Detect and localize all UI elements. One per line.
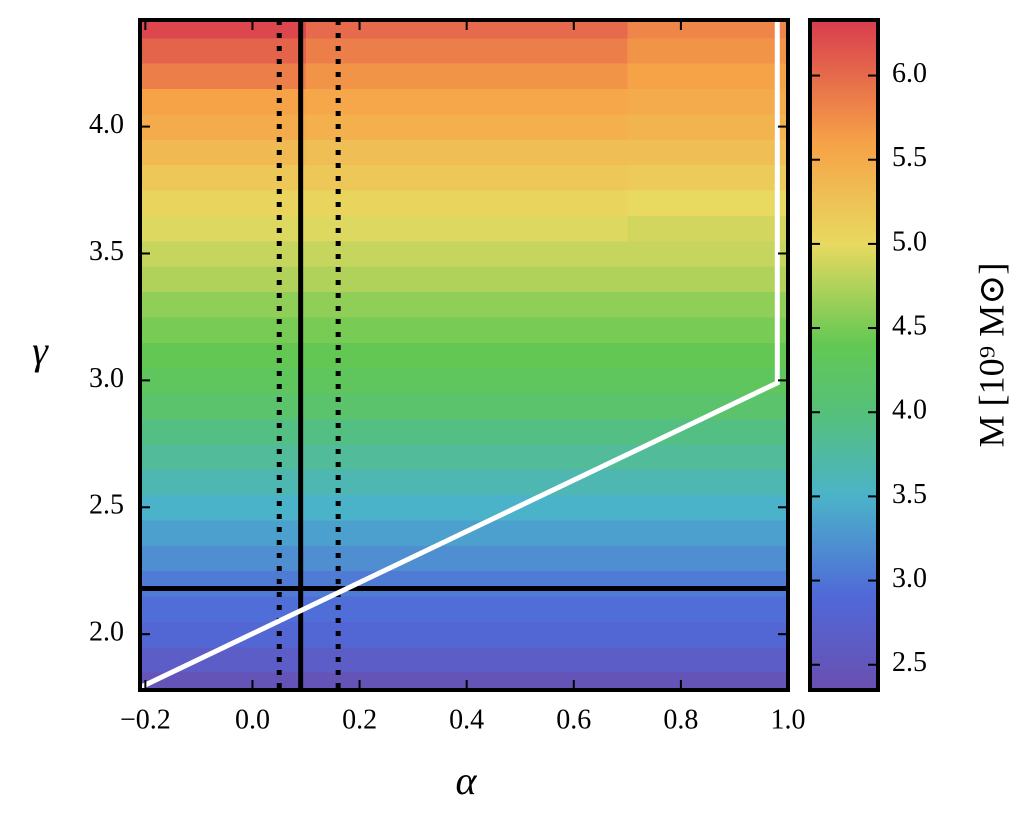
heat-cell	[627, 139, 788, 166]
heat-cell	[306, 367, 628, 394]
heat-cell	[627, 88, 788, 115]
colorbar-tick-label: 5.0	[892, 226, 927, 257]
heat-cell	[627, 596, 788, 622]
colorbar-tick-label: 5.5	[892, 142, 927, 173]
heat-cell	[627, 494, 788, 521]
colorbar-tick-label: 4.5	[892, 310, 927, 341]
heat-cell	[306, 164, 628, 191]
heat-cell	[306, 646, 628, 673]
heat-cell	[306, 545, 628, 572]
heat-cell	[306, 596, 628, 622]
x-axis-label: α	[456, 758, 478, 803]
heat-cell	[306, 393, 628, 419]
heat-cell	[627, 545, 788, 572]
colorbar-tick-label: 3.5	[892, 479, 927, 510]
heat-cell	[306, 266, 628, 293]
y-tick-label: 3.5	[89, 236, 124, 267]
heat-cell	[627, 266, 788, 293]
heat-cell	[627, 621, 788, 648]
heat-cell	[627, 164, 788, 191]
heat-cell	[627, 469, 788, 496]
x-tick-label: 0.8	[663, 704, 698, 735]
heat-cell	[140, 672, 307, 690]
colorbar	[808, 18, 880, 692]
heat-cell	[627, 215, 788, 242]
heat-cell	[627, 672, 788, 690]
heat-cell	[306, 621, 628, 648]
x-tick-label: 0.6	[556, 704, 591, 735]
heat-cell	[306, 113, 628, 140]
heat-cell	[306, 469, 628, 496]
heat-cell	[306, 88, 628, 115]
x-tick-label: 1.0	[771, 704, 806, 735]
x-tick-label: −0.2	[120, 704, 171, 735]
colorbar-tick-label: 6.0	[892, 58, 927, 89]
heat-cell	[306, 63, 628, 90]
colorbar-tick-label: 3.0	[892, 563, 927, 594]
heat-cell	[627, 240, 788, 267]
heat-cell	[627, 37, 788, 64]
heat-cell	[627, 20, 788, 39]
y-tick-label: 4.0	[89, 109, 124, 140]
heat-cell	[627, 519, 788, 546]
heat-cell	[306, 418, 628, 445]
colorbar-tick-label: 2.5	[892, 647, 927, 678]
heat-cell	[140, 20, 307, 39]
heat-cell	[306, 316, 628, 343]
heat-cell	[306, 291, 628, 318]
heat-cell	[306, 494, 628, 521]
boundary-curve	[140, 20, 780, 690]
heat-cell	[627, 443, 788, 470]
heat-cell	[306, 215, 628, 242]
y-axis-label: γ	[32, 328, 49, 373]
colorbar-tick-label: 4.0	[892, 395, 927, 426]
y-tick-label: 3.0	[89, 363, 124, 394]
y-tick-label: 2.0	[89, 617, 124, 648]
heat-cell	[306, 443, 628, 470]
colorbar-label: M [10⁹ M⊙]	[971, 263, 1011, 448]
heat-cell	[627, 646, 788, 673]
heat-cell	[627, 342, 788, 369]
x-tick-label: 0.2	[342, 704, 377, 735]
heat-cell	[306, 240, 628, 267]
heat-cell	[627, 291, 788, 318]
x-tick-label: 0.0	[235, 704, 270, 735]
heat-cell	[627, 190, 788, 216]
heat-cell	[627, 316, 788, 343]
heat-cell	[306, 342, 628, 369]
y-tick-label: 2.5	[89, 490, 124, 521]
heat-cell	[306, 37, 628, 64]
plot-frame	[138, 18, 790, 692]
heat-cell	[627, 113, 788, 140]
heat-cell	[627, 63, 788, 90]
heat-cell	[140, 393, 307, 419]
heatmap	[140, 20, 788, 690]
x-tick-label: 0.4	[449, 704, 484, 735]
heat-cell	[306, 139, 628, 166]
heat-cell	[306, 190, 628, 216]
heat-cell	[627, 570, 788, 597]
